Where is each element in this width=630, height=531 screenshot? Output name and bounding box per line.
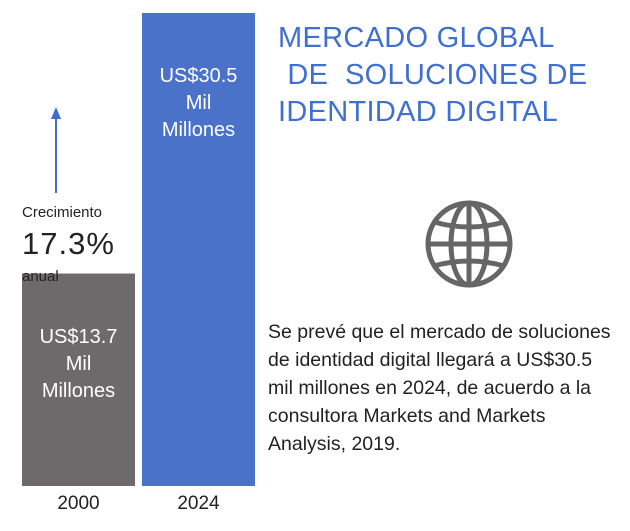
bar-value-label-2000: US$13.7 Mil Millones	[39, 325, 118, 402]
description-text: Se prevé que el mercado de soluciones de…	[268, 321, 611, 455]
title-line-1: MERCADO GLOBAL	[278, 22, 555, 54]
growth-unit: anual	[22, 268, 59, 285]
growth-label: Crecimiento	[22, 204, 103, 221]
globe-icon	[425, 200, 513, 288]
bar-value-label-2024: US$30.5 Mil Millones	[159, 65, 238, 141]
category-label-2000: 2000	[57, 493, 100, 514]
title-line-3: IDENTIDAD DIGITAL	[278, 96, 559, 128]
growth-arrow-icon	[51, 107, 61, 193]
title-line-2: DE SOLUCIONES DE	[279, 59, 588, 91]
bar-2000	[22, 273, 135, 486]
growth-value: 17.3%	[22, 226, 115, 261]
bar-2024	[142, 13, 255, 486]
category-label-2024: 2024	[177, 493, 220, 514]
